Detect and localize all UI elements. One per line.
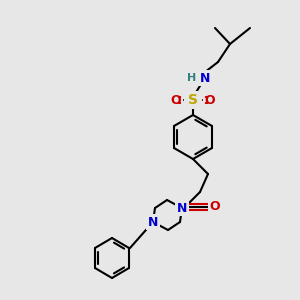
- Text: O: O: [210, 200, 220, 214]
- Text: N: N: [200, 71, 210, 85]
- Text: O: O: [205, 94, 215, 106]
- Text: N: N: [148, 215, 158, 229]
- Text: H: H: [188, 73, 196, 83]
- Text: N: N: [177, 202, 187, 214]
- Text: S: S: [188, 93, 198, 107]
- Text: O: O: [171, 94, 181, 106]
